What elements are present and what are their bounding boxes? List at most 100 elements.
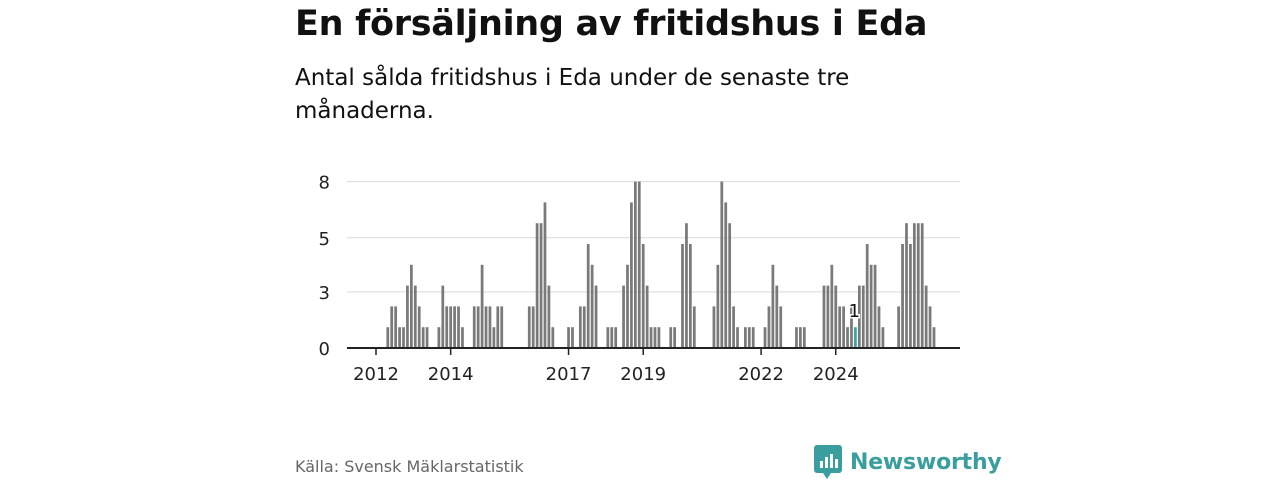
bar xyxy=(901,244,904,348)
bar xyxy=(877,306,881,348)
bar xyxy=(449,306,453,348)
bar xyxy=(547,285,551,348)
y-tick-label: 3 xyxy=(319,283,330,304)
bar xyxy=(476,306,480,348)
bar xyxy=(590,264,594,348)
bar xyxy=(409,264,413,348)
bar xyxy=(905,223,908,348)
bar xyxy=(480,264,484,348)
bar xyxy=(830,264,834,348)
newsworthy-logo[interactable]: Newsworthy xyxy=(814,445,1002,479)
bar xyxy=(881,327,885,348)
bar xyxy=(861,285,865,348)
x-tick-label: 2017 xyxy=(546,364,592,385)
bar xyxy=(802,327,806,348)
bar xyxy=(747,327,751,348)
y-tick-label: 0 xyxy=(319,339,330,360)
bar xyxy=(630,202,633,348)
bar xyxy=(688,244,692,348)
highlighted-bar xyxy=(854,327,857,348)
chart-title: En försäljning av fritidshus i Eda xyxy=(295,4,928,44)
bar xyxy=(653,327,657,348)
bar xyxy=(916,223,920,348)
bar xyxy=(402,327,405,348)
bar xyxy=(857,285,861,348)
bar xyxy=(838,306,842,348)
bar xyxy=(826,285,830,348)
bar xyxy=(645,285,649,348)
bar xyxy=(571,327,574,348)
bar xyxy=(578,306,582,348)
bar xyxy=(496,306,500,348)
x-tick-label: 2024 xyxy=(813,364,859,385)
source-note: Källa: Svensk Mäklarstatistik xyxy=(295,457,524,476)
bar xyxy=(586,244,590,348)
bar xyxy=(551,327,555,348)
bar xyxy=(850,306,853,348)
bar xyxy=(413,285,417,348)
bar xyxy=(606,327,610,348)
bar xyxy=(779,306,783,348)
bar xyxy=(441,285,445,348)
bar xyxy=(445,306,449,348)
bar xyxy=(724,202,728,348)
bar xyxy=(736,327,739,348)
bar xyxy=(767,306,771,348)
bar xyxy=(912,223,916,348)
bar xyxy=(669,327,673,348)
bar xyxy=(622,285,625,348)
bar xyxy=(398,327,401,348)
bar xyxy=(822,285,826,348)
bar xyxy=(775,285,779,348)
bar xyxy=(834,285,838,348)
bar xyxy=(425,327,429,348)
bar xyxy=(897,306,901,348)
bar xyxy=(461,327,464,348)
bar xyxy=(681,244,684,348)
bar xyxy=(865,244,869,348)
bar xyxy=(924,285,928,348)
bar xyxy=(390,306,394,348)
bar xyxy=(492,327,496,348)
bar xyxy=(649,327,653,348)
x-tick-label: 2019 xyxy=(620,364,666,385)
bar xyxy=(720,181,724,348)
bar xyxy=(692,306,696,348)
chart-subtitle: Antal sålda fritidshus i Eda under de se… xyxy=(295,65,850,124)
x-tick-label: 2014 xyxy=(428,364,474,385)
bar xyxy=(457,306,460,348)
bar xyxy=(763,327,767,348)
bar xyxy=(500,306,504,348)
bar xyxy=(567,327,570,348)
bar xyxy=(732,306,735,348)
bar xyxy=(909,244,912,348)
y-tick-label: 8 xyxy=(319,173,330,194)
newsworthy-logo-icon xyxy=(814,445,842,479)
bar xyxy=(386,327,390,348)
bar xyxy=(712,306,716,348)
bar xyxy=(637,181,641,348)
bar xyxy=(842,306,845,348)
bar xyxy=(614,327,618,348)
bar xyxy=(594,285,598,348)
bar xyxy=(869,264,873,348)
bar xyxy=(417,306,421,348)
bar xyxy=(744,327,747,348)
bar xyxy=(657,327,661,348)
bar xyxy=(543,202,547,348)
bar xyxy=(527,306,531,348)
bar-chart: 0 3 5 8 1 2012 2014 2017 2019 2022 2024 xyxy=(319,173,960,385)
bar xyxy=(437,327,441,348)
bar xyxy=(633,181,637,348)
bar xyxy=(535,223,539,348)
bar xyxy=(673,327,677,348)
x-tick-label: 2012 xyxy=(353,364,399,385)
bar xyxy=(421,327,425,348)
bar xyxy=(531,306,535,348)
bar xyxy=(484,306,488,348)
bar xyxy=(873,264,877,348)
bar xyxy=(771,264,775,348)
highlight-value-label: 1 xyxy=(849,301,860,322)
bar xyxy=(920,223,924,348)
newsworthy-logo-text: Newsworthy xyxy=(850,449,1002,475)
